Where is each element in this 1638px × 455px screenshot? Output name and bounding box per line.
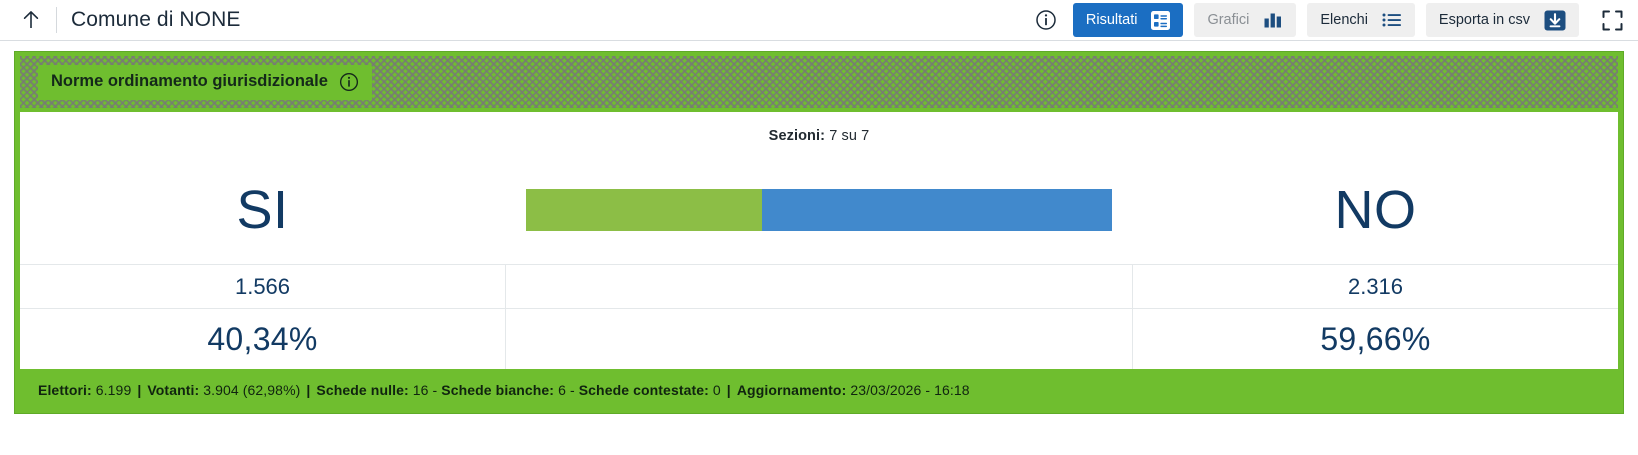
download-box-icon: [1544, 10, 1566, 31]
elettori-label: Elettori:: [38, 382, 92, 398]
results-card: Sezioni: 7 su 7 SI NO 1.566: [20, 112, 1618, 369]
footer-sep-3: -: [432, 382, 438, 398]
sezioni-status: Sezioni: 7 su 7: [20, 112, 1618, 156]
header-info-button[interactable]: [1033, 7, 1059, 33]
result-bar-cell: [505, 156, 1133, 264]
sezioni-value: 7 su 7: [829, 128, 870, 144]
summary-footer: Elettori: 6.199 | Votanti: 3.904 (62,98%…: [20, 373, 1618, 408]
tab-grafici-label: Grafici: [1207, 11, 1250, 28]
aggiornamento-label: Aggiornamento:: [736, 382, 847, 398]
si-percent-cell: 40,34%: [20, 309, 505, 369]
info-circle-icon[interactable]: [339, 72, 359, 92]
si-label: SI: [236, 180, 289, 240]
tab-grafici[interactable]: Grafici: [1194, 3, 1297, 37]
result-bar-no-segment: [762, 189, 1112, 231]
si-column-label: SI: [20, 156, 505, 264]
fullscreen-icon: [1602, 10, 1623, 31]
info-circle-icon: [1035, 9, 1057, 31]
header-toolbar: Risultati Grafici: [1033, 3, 1628, 37]
bar-chart-icon: [1263, 11, 1283, 29]
votes-spacer-cell: [505, 265, 1133, 308]
fullscreen-button[interactable]: [1596, 4, 1628, 36]
export-csv-label: Esporta in csv: [1438, 11, 1530, 28]
si-votes: 1.566: [234, 273, 291, 299]
schede-contestate-value: 0: [712, 382, 721, 398]
tab-elenchi-label: Elenchi: [1320, 11, 1368, 28]
no-column-label: NO: [1133, 156, 1618, 264]
sezioni-label: Sezioni:: [768, 128, 826, 144]
list-grid-icon: [1151, 10, 1171, 30]
schede-nulle-value: 16: [412, 382, 429, 398]
result-bar-si-segment: [526, 189, 763, 231]
referendum-panel: Norme ordinamento giurisdizionale Sezion…: [14, 51, 1624, 414]
votanti-label: Votanti:: [147, 382, 200, 398]
result-bar: [526, 189, 1112, 231]
tab-elenchi[interactable]: Elenchi: [1307, 3, 1415, 37]
schede-bianche-value: 6: [558, 382, 566, 398]
elettori-value: 6.199: [95, 382, 132, 398]
no-label: NO: [1334, 180, 1417, 240]
arrow-up-icon: [22, 10, 40, 30]
referendum-title: Norme ordinamento giurisdizionale: [51, 72, 328, 90]
votanti-value: 3.904 (62,98%): [203, 382, 301, 398]
header-divider: [56, 7, 57, 33]
si-percent: 40,34%: [207, 320, 318, 357]
results-main-row: SI NO: [20, 156, 1618, 264]
results-votes-row: 1.566 2.316: [20, 264, 1618, 309]
si-votes-cell: 1.566: [20, 265, 505, 308]
results-percent-row: 40,34% 59,66%: [20, 309, 1618, 369]
tab-risultati-label: Risultati: [1085, 11, 1138, 28]
app-header: Comune di NONE Risultati: [0, 0, 1638, 41]
percent-spacer-cell: [505, 309, 1133, 369]
schede-bianche-label: Schede bianche:: [441, 382, 555, 398]
footer-sep-2: |: [306, 382, 311, 398]
no-votes: 2.316: [1347, 273, 1404, 299]
footer-sep-4: -: [569, 382, 575, 398]
schede-nulle-label: Schede nulle:: [316, 382, 409, 398]
referendum-title-chip[interactable]: Norme ordinamento giurisdizionale: [38, 64, 372, 100]
no-percent-cell: 59,66%: [1133, 309, 1618, 369]
export-csv-button[interactable]: Esporta in csv: [1425, 3, 1579, 37]
aggiornamento-value: 23/03/2026 - 16:18: [850, 382, 970, 398]
panel-hatch-header: Norme ordinamento giurisdizionale: [20, 56, 1618, 108]
page-title: Comune di NONE: [71, 8, 241, 31]
footer-sep-1: |: [137, 382, 142, 398]
no-votes-cell: 2.316: [1133, 265, 1618, 308]
tab-risultati[interactable]: Risultati: [1072, 3, 1184, 37]
schede-contestate-label: Schede contestate:: [578, 382, 709, 398]
list-icon: [1382, 12, 1402, 28]
footer-sep-5: |: [726, 382, 731, 398]
back-button[interactable]: [16, 5, 46, 35]
no-percent: 59,66%: [1320, 320, 1431, 357]
